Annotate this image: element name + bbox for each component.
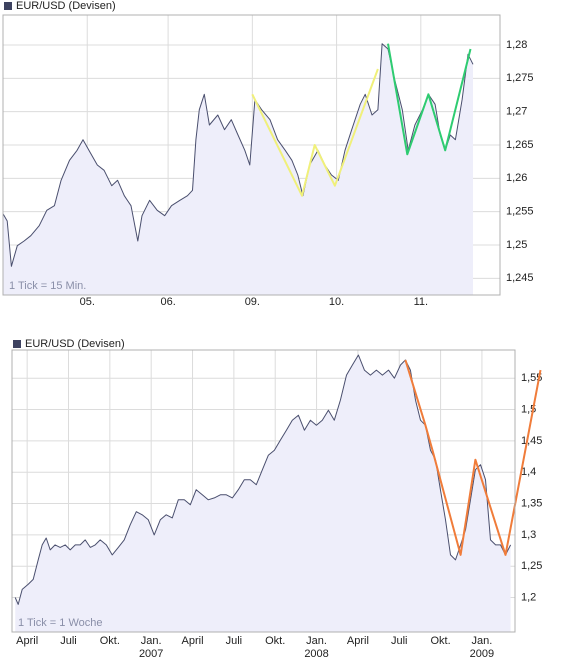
title-icon — [13, 340, 21, 348]
y-tick-label: 1,4 — [521, 466, 536, 478]
y-tick-label: 1,35 — [521, 497, 542, 509]
area — [3, 43, 473, 296]
series-line — [2, 43, 474, 267]
y-tick-label: 1,25 — [521, 560, 542, 572]
x-tick-label: Okt. — [100, 635, 120, 647]
x-tick-label: April — [16, 635, 38, 647]
x-tick-label: 06. — [160, 296, 175, 308]
plot-frame — [11, 349, 516, 633]
annotation: 1 Tick = 1 Woche — [18, 617, 102, 629]
x-tick-label: Jan. — [472, 635, 493, 647]
year-label: 2007 — [139, 648, 163, 660]
y-tick-label: 1,25 — [506, 239, 527, 251]
x-tick-label: 05. — [80, 296, 95, 308]
y-tick-label: 1,3 — [521, 529, 536, 541]
x-tick-label: April — [347, 635, 369, 647]
y-tick-label: 1,28 — [506, 39, 527, 51]
y-tick-label: 1,245 — [506, 272, 534, 284]
x-tick-label: 11. — [414, 296, 428, 308]
y-tick-label: 1,27 — [506, 106, 527, 118]
series-line — [387, 43, 472, 156]
x-tick-label: April — [182, 635, 204, 647]
y-tick-label: 1,2 — [521, 591, 536, 603]
x-tick-label: Okt. — [265, 635, 285, 647]
annotation: 1 Tick = 15 Min. — [9, 280, 86, 292]
x-tick-label: Juli — [60, 635, 77, 647]
y-tick-label: 1,255 — [506, 206, 534, 218]
year-label: 2008 — [304, 648, 328, 660]
chart-title: EUR/USD (Devisen) — [16, 0, 116, 12]
x-tick-label: Jan. — [306, 635, 327, 647]
x-tick-label: 09. — [245, 296, 260, 308]
chart-title: EUR/USD (Devisen) — [25, 338, 125, 350]
x-tick-label: 10. — [329, 296, 344, 308]
y-tick-label: 1,26 — [506, 172, 527, 184]
x-tick-label: Jan. — [141, 635, 162, 647]
y-tick-label: 1,55 — [521, 372, 542, 384]
series-line — [251, 68, 379, 197]
x-tick-label: Juli — [391, 635, 408, 647]
x-tick-label: Okt. — [430, 635, 450, 647]
y-tick-label: 1,45 — [521, 435, 542, 447]
x-tick-label: Juli — [226, 635, 243, 647]
y-tick-label: 1,275 — [506, 72, 534, 84]
area — [15, 355, 511, 632]
title-icon — [4, 2, 12, 10]
year-label: 2009 — [470, 648, 494, 660]
plot-frame — [2, 14, 501, 296]
series-line — [404, 359, 542, 556]
y-tick-label: 1,265 — [506, 139, 534, 151]
